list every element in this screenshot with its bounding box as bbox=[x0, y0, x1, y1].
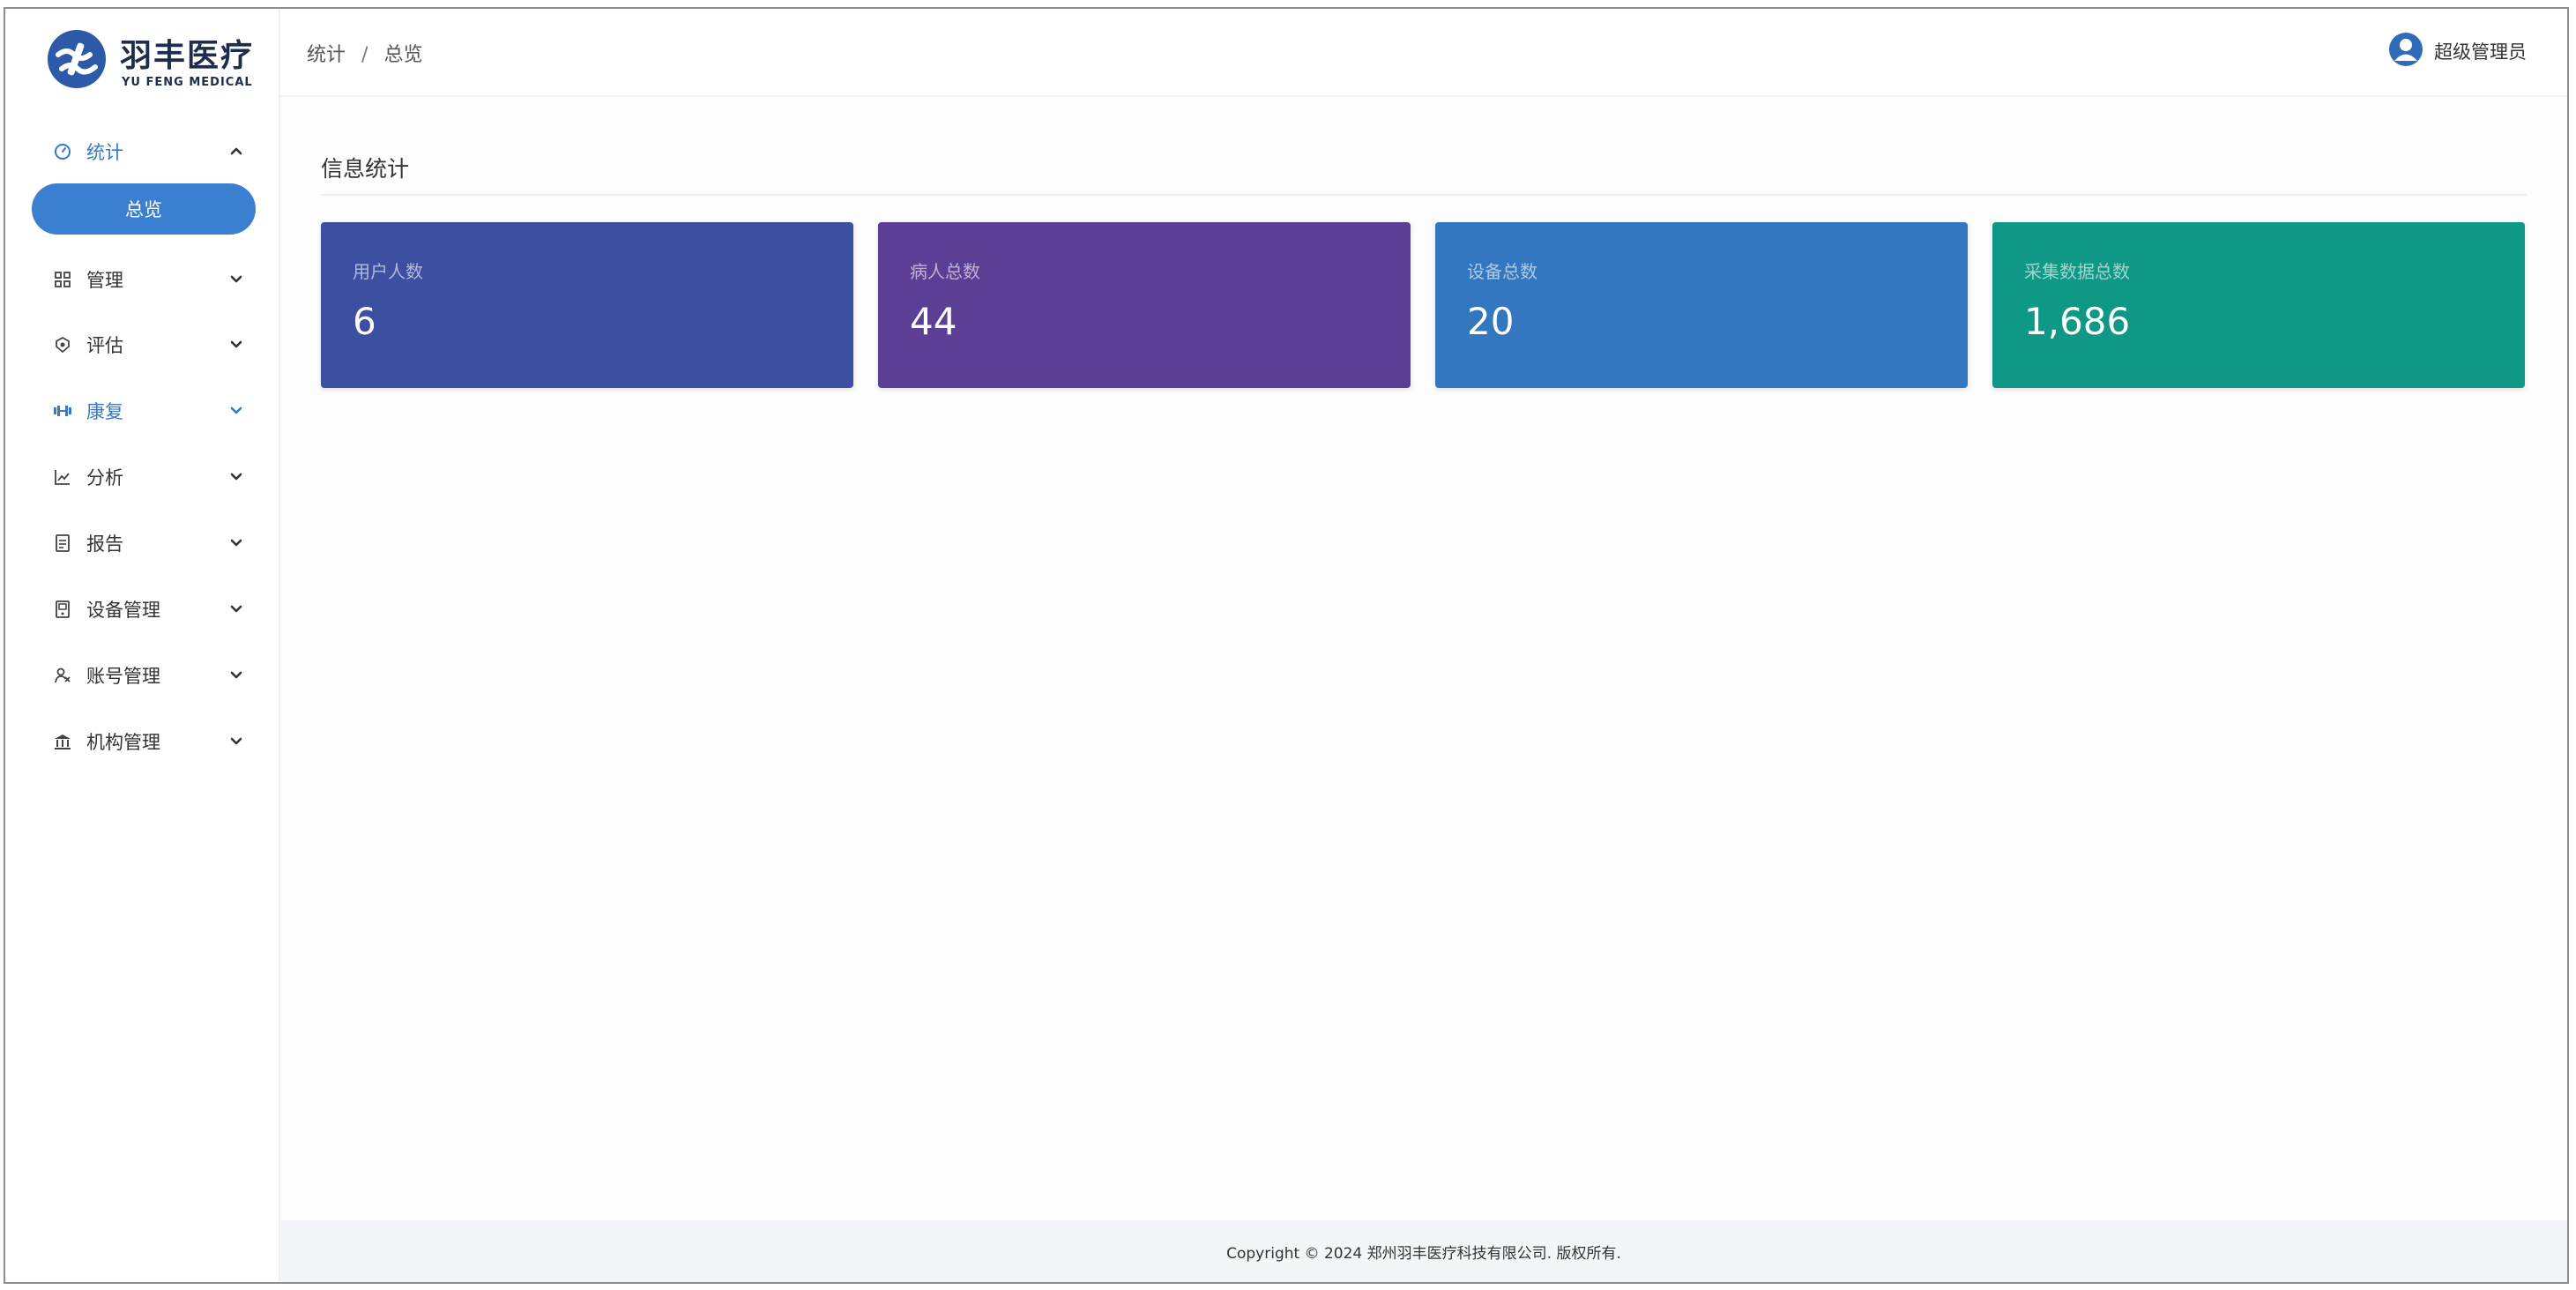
stat-card-value: 1,686 bbox=[2024, 300, 2131, 343]
stat-card-devices: 设备总数 20 bbox=[1435, 222, 1968, 388]
chevron-down-icon bbox=[227, 401, 245, 419]
sidebar-item-institution-management[interactable]: 机构管理 bbox=[5, 716, 279, 765]
report-doc-icon bbox=[53, 533, 72, 553]
top-header: 统计 / 总览 超级管理员 bbox=[280, 9, 2567, 97]
brand-name-english: YU FENG MEDICAL bbox=[122, 76, 253, 89]
sidebar-item-label: 评估 bbox=[86, 335, 123, 356]
sidebar-item-rehabilitation[interactable]: 康复 bbox=[5, 385, 279, 435]
sidebar-item-assessment[interactable]: 评估 bbox=[5, 319, 279, 369]
chevron-down-icon bbox=[227, 732, 245, 749]
copyright-text: Copyright © 2024 郑州羽丰医疗科技有限公司. 版权所有. bbox=[1226, 1244, 1621, 1263]
sidebar-item-label: 管理 bbox=[86, 270, 123, 291]
chevron-down-icon bbox=[227, 533, 245, 551]
breadcrumb-item-statistics[interactable]: 统计 bbox=[307, 44, 346, 66]
sidebar-item-statistics[interactable]: 统计 bbox=[5, 126, 279, 175]
chevron-down-icon bbox=[227, 666, 245, 683]
footer: Copyright © 2024 郑州羽丰医疗科技有限公司. 版权所有. bbox=[280, 1220, 2567, 1282]
dashboard-gauge-icon bbox=[53, 142, 72, 161]
user-avatar-icon bbox=[2388, 32, 2423, 71]
sidebar-item-label: 报告 bbox=[86, 533, 123, 555]
app-window: 羽丰医疗 YU FENG MEDICAL 统计 总览 管理 bbox=[4, 7, 2569, 1284]
sidebar-item-label: 账号管理 bbox=[86, 666, 160, 687]
sidebar-item-label: 机构管理 bbox=[86, 732, 160, 753]
chevron-down-icon bbox=[227, 335, 245, 353]
sidebar: 羽丰医疗 YU FENG MEDICAL 统计 总览 管理 bbox=[5, 9, 280, 1282]
user-menu[interactable]: 超级管理员 bbox=[2388, 32, 2527, 71]
chevron-up-icon bbox=[227, 142, 245, 160]
sidebar-item-management[interactable]: 管理 bbox=[5, 254, 279, 303]
rehab-dumbbell-icon bbox=[53, 401, 72, 421]
stat-card-label: 用户人数 bbox=[353, 261, 423, 282]
device-icon bbox=[53, 600, 72, 619]
sidebar-item-device-management[interactable]: 设备管理 bbox=[5, 584, 279, 633]
stat-card-value: 44 bbox=[910, 300, 957, 343]
assessment-icon bbox=[53, 335, 72, 354]
section-divider bbox=[321, 194, 2527, 196]
stat-card-label: 采集数据总数 bbox=[2024, 261, 2130, 282]
breadcrumb-item-overview: 总览 bbox=[383, 44, 423, 66]
sidebar-item-analysis[interactable]: 分析 bbox=[5, 451, 279, 501]
breadcrumb: 统计 / 总览 bbox=[307, 39, 422, 67]
sidebar-subitem-overview[interactable]: 总览 bbox=[32, 183, 256, 235]
sidebar-item-report[interactable]: 报告 bbox=[5, 518, 279, 567]
stat-card-collected-data: 采集数据总数 1,686 bbox=[1992, 222, 2525, 388]
brand-name: 羽丰医疗 bbox=[120, 38, 255, 74]
stat-card-label: 设备总数 bbox=[1467, 261, 1537, 282]
brand-logo[interactable]: 羽丰医疗 YU FENG MEDICAL bbox=[46, 25, 266, 97]
stat-card-users: 用户人数 6 bbox=[321, 222, 853, 388]
chevron-down-icon bbox=[227, 467, 245, 485]
stat-card-value: 6 bbox=[353, 300, 376, 343]
stat-card-patients: 病人总数 44 bbox=[878, 222, 1411, 388]
stat-card-value: 20 bbox=[1467, 300, 1515, 343]
section-title: 信息统计 bbox=[321, 156, 410, 182]
account-icon bbox=[53, 666, 72, 685]
stat-card-label: 病人总数 bbox=[910, 261, 980, 282]
user-name: 超级管理员 bbox=[2434, 41, 2527, 63]
line-chart-icon bbox=[53, 467, 72, 487]
sidebar-item-label: 统计 bbox=[86, 142, 123, 163]
main-content: 信息统计 用户人数 6 病人总数 44 设备总数 20 采集数据总数 1,686 bbox=[280, 97, 2567, 1220]
brand-logo-icon bbox=[48, 30, 106, 88]
breadcrumb-separator: / bbox=[361, 44, 369, 66]
grid-apps-icon bbox=[53, 270, 72, 289]
sidebar-item-account-management[interactable]: 账号管理 bbox=[5, 650, 279, 699]
chevron-down-icon bbox=[227, 600, 245, 617]
institution-icon bbox=[53, 732, 72, 751]
sidebar-item-label: 设备管理 bbox=[86, 600, 160, 621]
chevron-down-icon bbox=[227, 270, 245, 287]
sidebar-item-label: 康复 bbox=[86, 401, 123, 422]
sidebar-item-label: 分析 bbox=[86, 467, 123, 488]
